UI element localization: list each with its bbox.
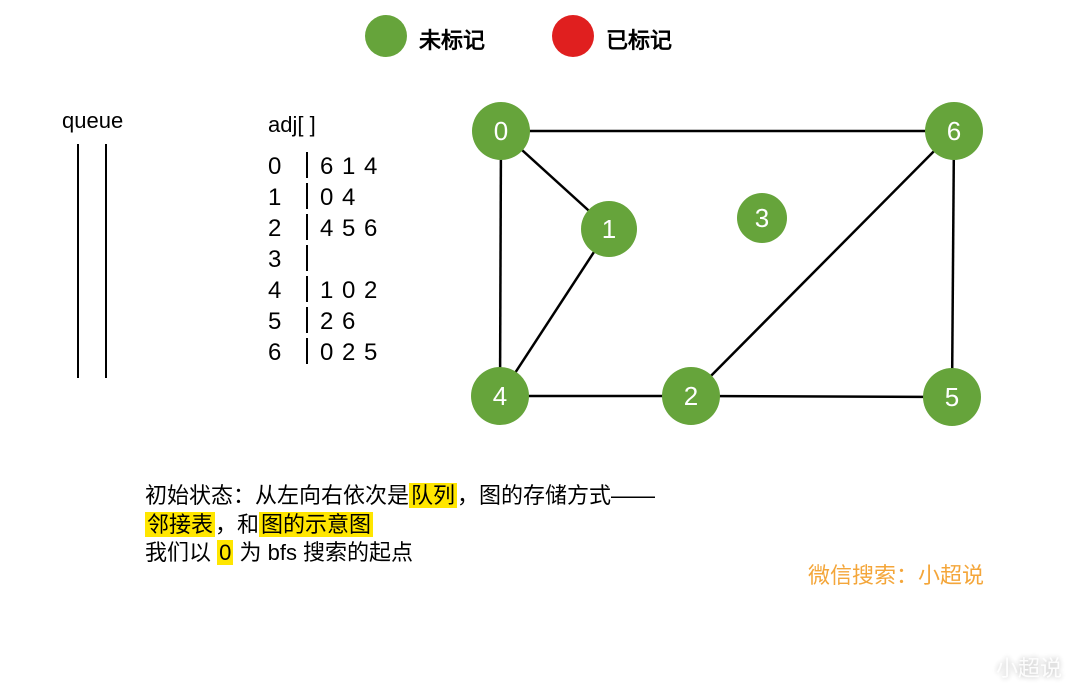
graph-node-6: 6 (925, 102, 983, 160)
graph-node-label: 3 (755, 203, 769, 234)
graph-node-label: 5 (945, 382, 959, 413)
edge-0-4 (500, 131, 501, 396)
graph-node-4: 4 (471, 367, 529, 425)
edge-1-4 (500, 229, 609, 396)
graph-node-label: 4 (493, 381, 507, 412)
graph-edges (0, 0, 1080, 697)
graph-node-0: 0 (472, 102, 530, 160)
graph-node-label: 2 (684, 381, 698, 412)
edge-2-5 (691, 396, 952, 397)
graph-node-label: 6 (947, 116, 961, 147)
graph-node-2: 2 (662, 367, 720, 425)
graph-node-1: 1 (581, 201, 637, 257)
graph-node-label: 0 (494, 116, 508, 147)
graph-node-3: 3 (737, 193, 787, 243)
graph-node-5: 5 (923, 368, 981, 426)
edge-5-6 (952, 131, 954, 397)
graph-node-label: 1 (602, 214, 616, 245)
edge-2-6 (691, 131, 954, 396)
